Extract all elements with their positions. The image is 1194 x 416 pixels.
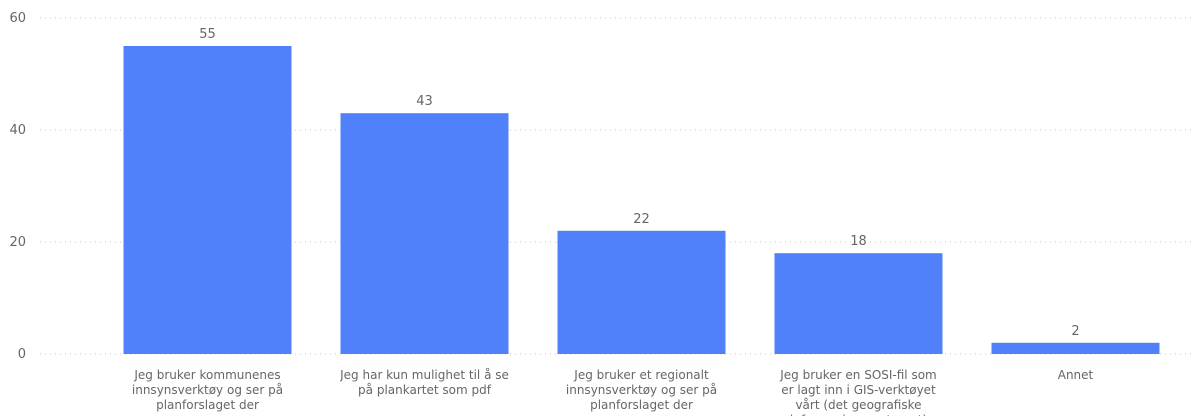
y-axis-ticks: 0 20 40 60 xyxy=(9,11,26,362)
x-tick-label-5: Annet xyxy=(991,368,1161,416)
bar-3[interactable] xyxy=(558,231,726,354)
x-axis-category-labels: Jeg bruker kommunenes innsynsverktøy og … xyxy=(0,368,1194,416)
x-tick-label-1: Jeg bruker kommunenes innsynsverktøy og … xyxy=(123,368,293,416)
x-tick-label-4: Jeg bruker en SOSI-fil som er lagt inn i… xyxy=(774,368,944,416)
y-tick-label: 40 xyxy=(9,123,26,138)
bar-2[interactable] xyxy=(341,113,509,354)
data-label-3: 22 xyxy=(633,212,650,227)
y-tick-label: 0 xyxy=(18,347,26,362)
data-label-4: 18 xyxy=(850,234,867,249)
bar-5[interactable] xyxy=(992,343,1160,354)
bar-4[interactable] xyxy=(775,253,943,354)
bar-1[interactable] xyxy=(124,46,292,354)
data-label-1: 55 xyxy=(199,27,216,42)
data-label-2: 43 xyxy=(416,94,433,109)
x-tick-label-3: Jeg bruker et regionalt innsynsverktøy o… xyxy=(557,368,727,416)
bars xyxy=(124,46,1160,354)
data-label-5: 2 xyxy=(1071,324,1079,339)
y-tick-label: 20 xyxy=(9,235,26,250)
y-tick-label: 60 xyxy=(9,11,26,26)
x-tick-label-2: Jeg har kun mulighet til å se på plankar… xyxy=(340,368,510,416)
